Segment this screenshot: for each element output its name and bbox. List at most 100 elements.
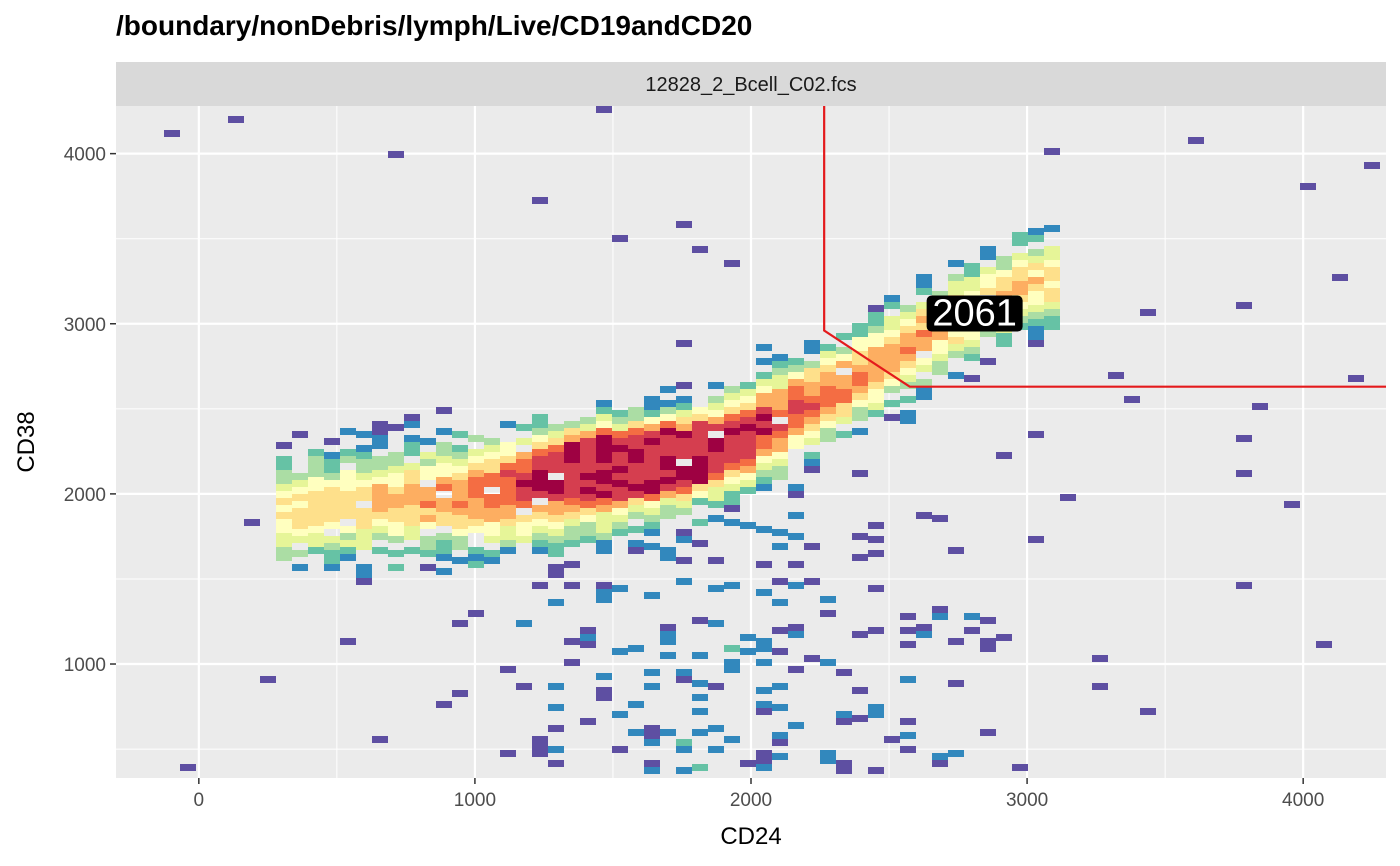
density-bin bbox=[1236, 435, 1252, 442]
density-bin bbox=[724, 421, 740, 428]
density-bin bbox=[804, 340, 820, 347]
density-bin bbox=[772, 431, 788, 438]
density-bin bbox=[564, 484, 580, 491]
density-bin bbox=[564, 638, 580, 645]
density-bin bbox=[836, 361, 852, 368]
density-bin bbox=[1028, 256, 1044, 263]
density-bin bbox=[756, 400, 772, 407]
density-bin bbox=[580, 508, 596, 515]
density-bin bbox=[852, 687, 868, 694]
density-bin bbox=[596, 491, 612, 498]
density-bin bbox=[1364, 162, 1380, 169]
density-bin bbox=[996, 291, 1012, 298]
density-bin bbox=[772, 389, 788, 396]
density-bin bbox=[1044, 281, 1060, 288]
density-bin bbox=[452, 508, 468, 515]
density-bin bbox=[1028, 326, 1044, 333]
density-bin bbox=[804, 368, 820, 375]
density-bin bbox=[724, 470, 740, 477]
density-bin bbox=[820, 414, 836, 421]
density-bin bbox=[1028, 291, 1044, 298]
density-bin bbox=[836, 375, 852, 382]
density-bin bbox=[644, 445, 660, 452]
density-bin bbox=[916, 631, 932, 638]
density-bin bbox=[820, 351, 836, 358]
density-bin bbox=[580, 452, 596, 459]
density-bin bbox=[308, 498, 324, 505]
density-bin bbox=[708, 417, 724, 424]
density-bin bbox=[788, 358, 804, 365]
density-bin bbox=[436, 477, 452, 484]
density-bin bbox=[596, 477, 612, 484]
density-bin bbox=[804, 347, 820, 354]
density-bin bbox=[308, 505, 324, 512]
density-bin bbox=[708, 396, 724, 403]
density-bin bbox=[980, 267, 996, 274]
density-bin bbox=[564, 463, 580, 470]
density-bin bbox=[660, 512, 676, 519]
density-bin bbox=[644, 592, 660, 599]
density-bin bbox=[404, 463, 420, 470]
chart-title: /boundary/nonDebris/lymph/Live/CD19andCD… bbox=[116, 10, 753, 41]
density-bin bbox=[708, 515, 724, 522]
density-bin bbox=[676, 480, 692, 487]
density-bin bbox=[804, 578, 820, 585]
density-bin bbox=[724, 491, 740, 498]
density-bin bbox=[324, 466, 340, 473]
density-bin bbox=[788, 491, 804, 498]
density-bin bbox=[500, 512, 516, 519]
density-bin bbox=[580, 501, 596, 508]
density-bin bbox=[388, 480, 404, 487]
density-bin bbox=[420, 494, 436, 501]
density-bin bbox=[932, 515, 948, 522]
density-bin bbox=[884, 316, 900, 323]
density-bin bbox=[404, 449, 420, 456]
density-bin bbox=[644, 543, 660, 550]
density-bin bbox=[644, 529, 660, 536]
density-bin bbox=[468, 477, 484, 484]
density-bin bbox=[308, 491, 324, 498]
density-bin bbox=[612, 746, 628, 753]
density-bin bbox=[420, 501, 436, 508]
density-bin bbox=[596, 400, 612, 407]
density-bin bbox=[516, 487, 532, 494]
density-bin bbox=[516, 620, 532, 627]
density-bin bbox=[580, 494, 596, 501]
density-bin bbox=[404, 491, 420, 498]
density-bin bbox=[980, 253, 996, 260]
density-bin bbox=[276, 477, 292, 484]
density-bin bbox=[756, 701, 772, 708]
density-bin bbox=[388, 536, 404, 543]
density-bin bbox=[580, 634, 596, 641]
density-bin bbox=[404, 442, 420, 449]
density-bin bbox=[308, 540, 324, 547]
density-bin bbox=[468, 610, 484, 617]
density-bin bbox=[884, 344, 900, 351]
density-bin bbox=[292, 550, 308, 557]
density-bin bbox=[1044, 274, 1060, 281]
density-bin bbox=[1012, 288, 1028, 295]
density-bin bbox=[580, 473, 596, 480]
density-bin bbox=[820, 372, 836, 379]
density-bin bbox=[740, 410, 756, 417]
density-bin bbox=[740, 648, 756, 655]
density-bin bbox=[740, 459, 756, 466]
density-bin bbox=[276, 456, 292, 463]
density-bin bbox=[532, 540, 548, 547]
density-bin bbox=[756, 526, 772, 533]
density-bin bbox=[340, 540, 356, 547]
density-bin bbox=[756, 659, 772, 666]
density-bin bbox=[724, 260, 740, 267]
density-bin bbox=[324, 522, 340, 529]
density-bin bbox=[420, 438, 436, 445]
density-bin bbox=[628, 645, 644, 652]
density-bin bbox=[692, 708, 708, 715]
density-bin bbox=[276, 463, 292, 470]
density-bin bbox=[692, 435, 708, 442]
density-bin bbox=[692, 414, 708, 421]
density-bin bbox=[500, 533, 516, 540]
density-bin bbox=[820, 393, 836, 400]
density-bin bbox=[900, 627, 916, 634]
density-bin bbox=[548, 431, 564, 438]
density-bin bbox=[772, 382, 788, 389]
